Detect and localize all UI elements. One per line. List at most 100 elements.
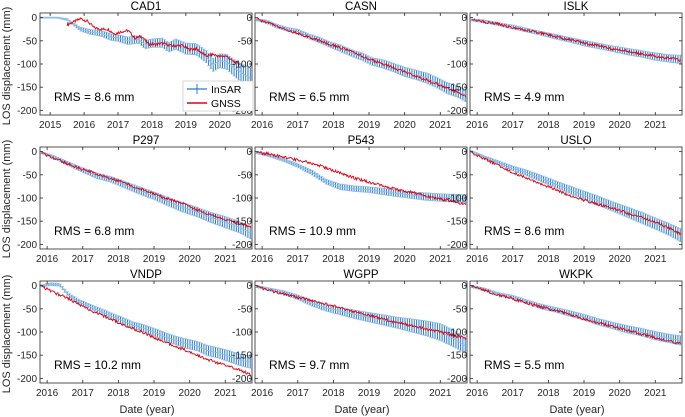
legend-gnss-label: GNSS <box>211 98 241 110</box>
y-tick-label: -50 <box>238 170 253 181</box>
rms-annotation: RMS = 6.5 mm <box>269 90 349 104</box>
y-tick-label: -150 <box>17 83 37 94</box>
x-tick-label: 2016 <box>251 388 274 399</box>
y-tick-label: 0 <box>31 13 37 24</box>
y-tick-label: -100 <box>447 60 467 71</box>
y-tick-label: -200 <box>232 240 252 251</box>
plot-area <box>255 281 467 383</box>
x-tick-label: 2018 <box>537 120 560 131</box>
panel-casn: 2016 2017 2018 2019 2020 2021 0 -50 -100 -150 -200… <box>232 1 468 131</box>
y-tick-label: -200 <box>447 106 467 117</box>
x-tick-label: 2021 <box>429 388 452 399</box>
panel-islk: 2016 2017 2018 2019 2020 2021 0 -50 -100 -150 -200… <box>447 1 683 131</box>
gnss-series-line <box>471 284 682 345</box>
x-tick-label: 2018 <box>107 388 130 399</box>
y-tick-label: -150 <box>17 217 37 228</box>
x-tick-label: 2021 <box>644 254 667 265</box>
x-tick-label: 2017 <box>107 120 130 131</box>
y-tick-label: -150 <box>232 351 252 362</box>
panel-title: CASN <box>345 1 377 13</box>
x-tick-label: 2020 <box>394 254 417 265</box>
x-tick-label: 2020 <box>609 120 632 131</box>
x-tick-label: 2019 <box>175 120 198 131</box>
x-tick-label: 2017 <box>72 254 95 265</box>
y-tick-label: -50 <box>453 304 468 315</box>
x-tick-label: 2020 <box>179 254 202 265</box>
x-tick-label: 2017 <box>502 388 525 399</box>
x-tick-label: 2020 <box>609 388 632 399</box>
legend-box <box>182 80 254 112</box>
panel-p543: 2016 2017 2018 2019 2020 2021 0 -50 -100 -150 -200… <box>232 135 468 265</box>
gnss-series-line <box>471 151 682 236</box>
x-tick-label: 2016 <box>36 254 59 265</box>
gnss-series-line <box>41 152 252 229</box>
panel-title: P297 <box>133 135 160 147</box>
x-tick-label: 2017 <box>287 388 310 399</box>
rms-annotation: RMS = 8.6 mm <box>54 90 134 104</box>
x-tick-label: 2018 <box>537 388 560 399</box>
panel-title: WKPK <box>559 269 593 281</box>
gnss-series-line <box>256 17 467 98</box>
panel-p297: 2016 2017 2018 2019 2020 2021 0 -50 -100 -150 -200… <box>17 135 253 265</box>
y-tick-label: -200 <box>447 374 467 385</box>
x-tick-label: 2019 <box>573 388 596 399</box>
x-tick-label: 2016 <box>466 120 489 131</box>
gnss-series-line <box>256 151 467 206</box>
y-tick-label: -200 <box>17 106 37 117</box>
x-tick-label: 2016 <box>251 254 274 265</box>
gnss-series-line <box>41 285 251 376</box>
y-tick-label: -100 <box>232 328 252 339</box>
panel-title: WGPP <box>343 269 378 281</box>
x-tick-label: 2016 <box>466 388 489 399</box>
x-tick-label: 2016 <box>73 120 96 131</box>
x-tick-label: 2021 <box>644 120 667 131</box>
x-tick-label: 2018 <box>537 254 560 265</box>
y-tick-label: -150 <box>447 83 467 94</box>
x-tick-label: 2019 <box>143 254 166 265</box>
y-tick-label: -50 <box>238 304 253 315</box>
y-tick-label: -50 <box>453 36 468 47</box>
gnss-series-line <box>256 285 467 340</box>
y-axis-label-row2: LOS displacement (mm) <box>1 140 13 259</box>
x-tick-label: 2016 <box>36 388 59 399</box>
x-tick-label: 2015 <box>39 120 62 131</box>
x-tick-label: 2017 <box>72 388 95 399</box>
y-tick-label: -150 <box>232 217 252 228</box>
rms-annotation: RMS = 10.2 mm <box>54 358 141 372</box>
x-tick-label: 2016 <box>466 254 489 265</box>
y-tick-label: -150 <box>447 351 467 362</box>
x-axis-label-col3: Date (year) <box>549 404 604 416</box>
x-tick-label: 2018 <box>322 388 345 399</box>
x-tick-label: 2018 <box>322 120 345 131</box>
y-axis-label-row1: LOS displacement (mm) <box>1 7 13 126</box>
y-tick-label: -50 <box>23 36 38 47</box>
x-tick-label: 2017 <box>287 120 310 131</box>
x-tick-label: 2021 <box>429 254 452 265</box>
panel-uslo: 2016 2017 2018 2019 2020 2021 0 -50 -100 -150 -200… <box>447 135 683 265</box>
y-tick-label: -50 <box>23 304 38 315</box>
x-tick-label: 2020 <box>209 120 232 131</box>
insar-series-line <box>41 152 251 234</box>
rms-annotation: RMS = 8.6 mm <box>484 224 564 238</box>
y-tick-label: -150 <box>17 351 37 362</box>
x-tick-label: 2018 <box>141 120 164 131</box>
legend: InSAR GNSS <box>182 80 254 112</box>
y-tick-label: -100 <box>17 328 37 339</box>
gnss-series-line <box>471 18 682 62</box>
y-tick-label: -200 <box>232 374 252 385</box>
panel-title: VNDP <box>130 269 162 281</box>
panel-cad1: 2015 2016 2017 2018 2019 2020 0 -50 -100 -150 -200… <box>17 1 253 131</box>
y-tick-label: 0 <box>246 281 252 292</box>
panel-wkpk: 2016 2017 2018 2019 2020 2021 0 -50 -100 -150 -200… <box>447 269 683 399</box>
rms-annotation: RMS = 5.5 mm <box>484 358 564 372</box>
x-tick-label: 2019 <box>358 120 381 131</box>
x-tick-label: 2019 <box>358 388 381 399</box>
x-tick-label: 2018 <box>107 254 130 265</box>
x-tick-label: 2021 <box>214 388 237 399</box>
x-tick-label: 2019 <box>573 254 596 265</box>
x-tick-label: 2017 <box>502 254 525 265</box>
y-tick-label: -150 <box>447 217 467 228</box>
plot-area <box>470 13 682 115</box>
y-tick-label: -100 <box>447 194 467 205</box>
